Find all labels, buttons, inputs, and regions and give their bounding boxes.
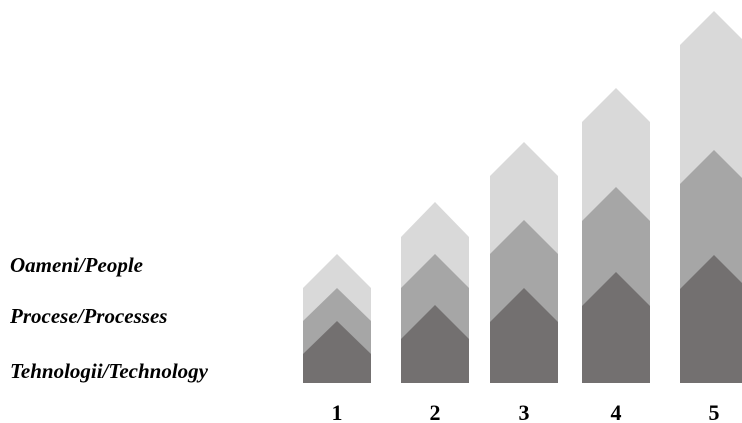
technology-segment-4 xyxy=(582,272,650,383)
layer-label-processes: Procese/Processes xyxy=(9,304,167,328)
step-number-2: 2 xyxy=(430,400,441,423)
step-number-4: 4 xyxy=(611,400,622,423)
technology-segment-3 xyxy=(490,288,558,383)
technology-segment-5 xyxy=(680,255,742,383)
step-number-3: 3 xyxy=(519,400,530,423)
layer-label-technology: Tehnologii/Technology xyxy=(10,359,209,383)
step-column-1 xyxy=(303,254,371,383)
technology-segment-1 xyxy=(303,321,371,383)
step-column-2 xyxy=(401,202,469,383)
step-number-5: 5 xyxy=(709,400,720,423)
step-number-1: 1 xyxy=(332,400,343,423)
step-column-5 xyxy=(680,11,742,383)
layer-label-people: Oameni/People xyxy=(10,253,143,277)
step-column-3 xyxy=(490,142,558,383)
step-column-4 xyxy=(582,88,650,383)
technology-segment-2 xyxy=(401,305,469,383)
